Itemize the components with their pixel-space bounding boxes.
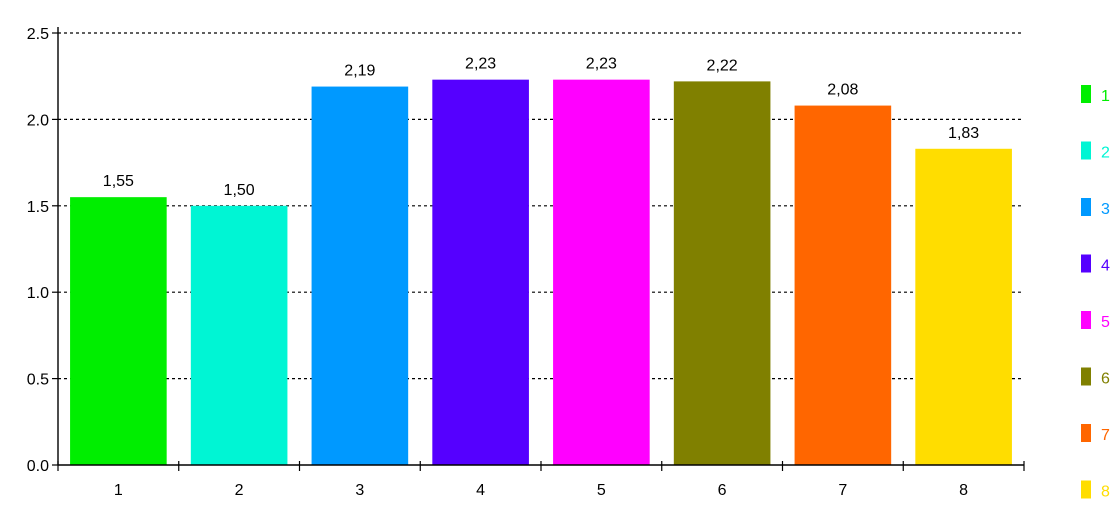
legend-swatch: [1081, 367, 1091, 386]
legend-label: 1: [1101, 88, 1110, 105]
legend-label: 5: [1101, 314, 1110, 331]
x-tick-label: 8: [959, 482, 968, 499]
x-tick-label: 2: [235, 482, 244, 499]
value-labels: 1,55 1,50 2,19 2,23 2,23 2,22 2,08 1,83: [103, 56, 979, 199]
bar-value-label: 1,55: [103, 173, 134, 190]
bar: [70, 197, 167, 465]
x-tick-label: 5: [597, 482, 606, 499]
bar-value-label: 2,19: [344, 63, 375, 80]
bar: [673, 81, 771, 465]
x-tick-label: 7: [838, 482, 847, 499]
bar-value-label: 1,50: [224, 182, 255, 199]
y-tick-label: 2.0: [27, 112, 49, 129]
y-tick-label: 2.5: [27, 26, 49, 43]
y-tick-label: 1.5: [27, 199, 49, 216]
x-tick-label: 6: [718, 482, 727, 499]
legend-swatch: [1081, 254, 1091, 273]
legend: 1 2 3 4 5 6 7 8: [1081, 85, 1110, 501]
legend-swatch: [1081, 480, 1091, 499]
x-tick-label: 1: [114, 482, 123, 499]
bar-value-label: 1,83: [948, 125, 979, 142]
legend-swatch: [1081, 198, 1091, 216]
bar: [553, 79, 650, 465]
bars: [70, 79, 1012, 466]
bar: [432, 79, 529, 465]
legend-label: 6: [1101, 371, 1110, 388]
bar: [794, 105, 892, 466]
bar-value-label: 2,23: [465, 56, 496, 73]
x-tick-label: 3: [355, 482, 364, 499]
legend-swatch: [1081, 311, 1091, 329]
y-tick-label: 0.5: [27, 372, 49, 389]
y-tick-label: 1.0: [27, 285, 49, 302]
y-tick-label: 0.0: [27, 458, 49, 475]
legend-label: 7: [1101, 427, 1110, 444]
bar: [190, 205, 288, 466]
bar-value-label: 2,22: [707, 57, 738, 74]
legend-swatch: [1081, 424, 1091, 442]
bar: [311, 86, 409, 466]
legend-label: 8: [1101, 484, 1110, 501]
legend-label: 3: [1101, 201, 1110, 218]
bar-value-label: 2,08: [827, 82, 858, 99]
legend-label: 4: [1101, 258, 1110, 275]
legend-label: 2: [1101, 145, 1110, 162]
x-tick-label: 4: [476, 482, 485, 499]
legend-swatch: [1081, 141, 1091, 160]
legend-swatch: [1081, 85, 1091, 103]
bar-value-label: 2,23: [586, 56, 617, 73]
axes: 0.0 0.5 1.0 1.5 2.0 2.5 1 2 3 4 5 6 7 8: [27, 26, 1025, 499]
bar: [915, 148, 1012, 465]
